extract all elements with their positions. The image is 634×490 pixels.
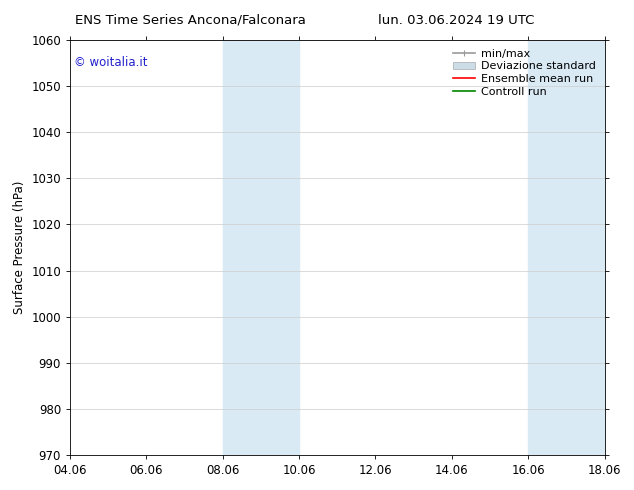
Bar [223, 40, 299, 455]
Text: © woitalia.it: © woitalia.it [74, 56, 147, 69]
Y-axis label: Surface Pressure (hPa): Surface Pressure (hPa) [13, 181, 26, 314]
Text: ENS Time Series Ancona/Falconara: ENS Time Series Ancona/Falconara [75, 14, 306, 27]
Legend: min/max, Deviazione standard, Ensemble mean run, Controll run: min/max, Deviazione standard, Ensemble m… [450, 46, 599, 100]
Bar [528, 40, 604, 455]
Text: lun. 03.06.2024 19 UTC: lun. 03.06.2024 19 UTC [378, 14, 534, 27]
